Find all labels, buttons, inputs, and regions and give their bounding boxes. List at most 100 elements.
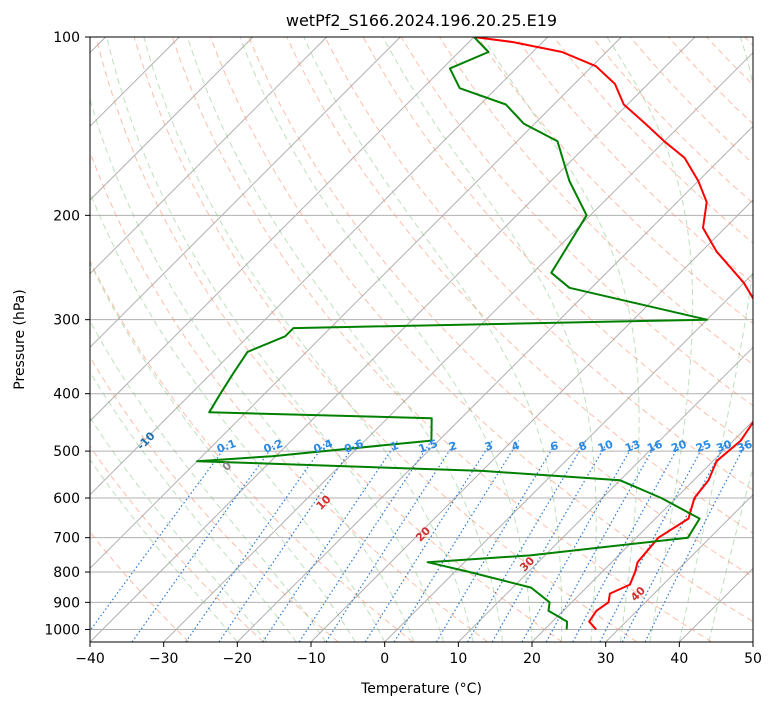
isotherm-line <box>163 51 753 642</box>
mixing-ratio-label: 3 <box>483 439 495 454</box>
mixing-ratio-label: 0.4 <box>312 437 335 456</box>
mixing-ratio-line <box>491 440 609 642</box>
isotherm-line <box>90 37 622 570</box>
mixing-ratio-label: 20 <box>670 438 689 456</box>
isotherm-line <box>384 272 753 642</box>
dry-adiabat-line <box>95 37 563 642</box>
moist-adiabat-line <box>106 37 445 642</box>
axes: −40 −30 −20 −10 0 10 20 30 40 5010020030040050060… <box>44 30 762 667</box>
moist-adiabat-line <box>239 37 533 642</box>
mixing-ratio-line <box>185 440 328 642</box>
mixing-ratio-line <box>131 440 278 642</box>
y-tick-label: 200 <box>53 208 80 224</box>
mixing-ratio-line <box>572 440 683 642</box>
x-tick-label: −30 <box>149 651 179 667</box>
isotherm-line <box>531 420 753 642</box>
y-tick-label: 300 <box>53 313 80 329</box>
mixing-ratio-label: 13 <box>623 438 642 455</box>
isotherm-line <box>90 37 401 349</box>
mixing-ratio-label: 1 <box>389 439 401 454</box>
x-tick-label: 0 <box>380 651 389 667</box>
x-tick-label: 10 <box>449 651 467 667</box>
moist-adiabat-line <box>187 37 503 642</box>
mixing-ratio-label: 1.5 <box>417 437 440 456</box>
mixing-ratio-label: 0.2 <box>262 437 285 456</box>
mixing-ratio-line <box>466 440 587 642</box>
isotherm-line <box>90 37 696 642</box>
x-tick-label: −20 <box>223 651 253 667</box>
dry-adiabat-line <box>210 37 753 623</box>
x-tick-label: −40 <box>75 651 105 667</box>
mixing-ratio-line <box>364 440 493 642</box>
chart-title: wetPf2_S166.2024.196.20.25.E19 <box>286 11 557 31</box>
y-tick-label: 500 <box>53 444 80 460</box>
dry-adiabat-line <box>90 356 339 642</box>
y-tick-label: 700 <box>53 531 80 547</box>
moist-adiabat-line <box>90 458 238 642</box>
mixing-ratio-label: 30 <box>715 438 734 456</box>
dry-adiabat-line <box>515 37 753 284</box>
moist-adiabat-line <box>382 37 597 642</box>
mixing-ratio-label: 6 <box>548 439 560 454</box>
mixing-ratio-line <box>435 440 558 642</box>
mixing-ratio-label: 16 <box>645 438 664 456</box>
dewpoint-line <box>196 37 708 630</box>
dry-adiabat-line <box>286 37 753 534</box>
moist-adiabat-line <box>90 320 327 642</box>
mixing-ratio-line <box>90 440 231 632</box>
moist-adiabat-line <box>143 37 474 642</box>
y-axis-title: Pressure (hPa) <box>12 289 28 389</box>
x-tick-label: 50 <box>744 651 762 667</box>
y-tick-label: 600 <box>53 491 80 507</box>
moist-adiabat-line <box>708 465 753 642</box>
moist-adiabat-line <box>606 37 694 642</box>
mixing-ratio-label: 25 <box>694 438 713 455</box>
mixing-ratio-line <box>393 440 520 642</box>
y-tick-label: 800 <box>53 565 80 581</box>
moist-adiabat-line <box>90 261 356 642</box>
mixing-ratio-line <box>644 440 748 642</box>
isotherm-line <box>90 37 475 422</box>
x-tick-label: 20 <box>523 651 541 667</box>
dry-adiabat-line <box>133 37 638 642</box>
isotherm-line <box>605 493 753 642</box>
mixing-ratio-label: 10 <box>596 438 615 456</box>
profile-series <box>196 37 753 631</box>
moist-adiabat-line <box>90 370 297 642</box>
moist-adiabat-line <box>90 97 415 642</box>
plot-background <box>90 37 753 642</box>
moist-adiabat-line <box>90 190 386 642</box>
dry-adiabat-line <box>324 37 753 491</box>
moist-adiabat-line <box>303 37 563 642</box>
moist-adiabat-line <box>90 416 268 642</box>
isotherm-line <box>236 125 753 642</box>
mixing-ratio-label: 36 <box>735 438 754 456</box>
mixing-ratio-line <box>298 440 432 642</box>
y-tick-label: 900 <box>53 595 80 611</box>
mixing-ratio-line <box>545 440 659 642</box>
isotherm-line <box>457 346 753 642</box>
background-lines <box>90 37 753 642</box>
mixing-ratio-label: 8 <box>577 439 589 454</box>
temperature-line <box>473 37 753 631</box>
isotherm-line <box>90 37 328 275</box>
x-tick-label: 30 <box>597 651 615 667</box>
y-tick-label: 1000 <box>44 622 80 638</box>
dry-adiabat-line <box>90 445 264 642</box>
x-axis-title: Temperature (°C) <box>360 681 482 697</box>
y-tick-label: 400 <box>53 387 80 403</box>
dry-adiabat-line <box>171 37 712 642</box>
y-tick-label: 100 <box>53 30 80 46</box>
isotherm-line <box>90 37 549 496</box>
isotherm-line <box>90 37 254 201</box>
mixing-ratio-label: 4 <box>510 439 522 454</box>
dry-adiabat-line <box>248 37 753 578</box>
mixing-ratio-label: 2 <box>447 439 459 454</box>
mixing-ratio-line <box>325 440 457 642</box>
dry-adiabat-label: -30 <box>0 364 2 387</box>
x-tick-label: −10 <box>296 651 326 667</box>
dry-adiabat-line <box>90 259 414 642</box>
mixing-ratio-line <box>262 440 399 642</box>
